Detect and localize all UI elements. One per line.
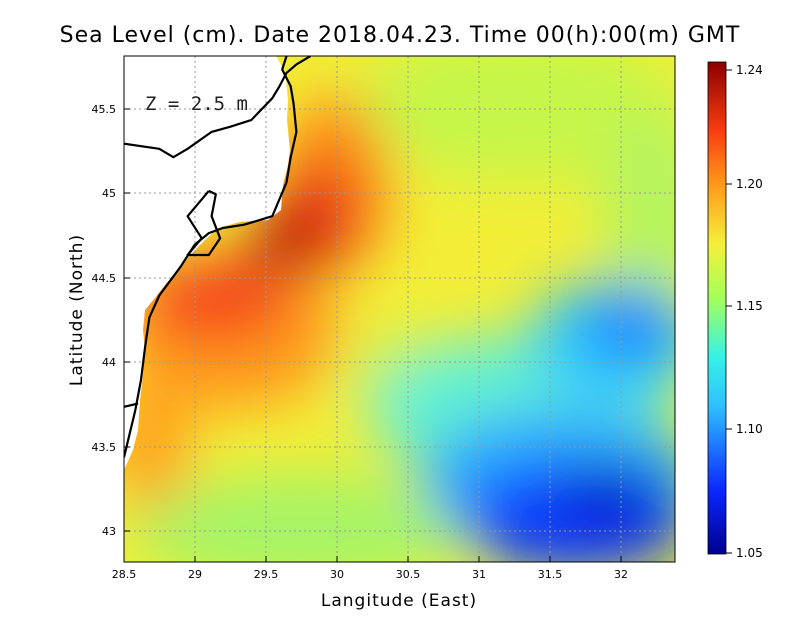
field-blob-east-blue xyxy=(585,287,675,363)
grid-lines xyxy=(124,56,675,562)
x-tick-label: 30 xyxy=(330,568,344,581)
x-tick-label: 31 xyxy=(472,568,486,581)
field-blob-darkred-core xyxy=(245,217,325,273)
field-blob-southwest-orange xyxy=(124,370,190,510)
field-blob-south-darkblue xyxy=(555,465,665,525)
coastline-segment xyxy=(124,402,139,408)
colorbar-label: 1.15 xyxy=(736,299,763,313)
x-tick-label: 29 xyxy=(188,568,202,581)
coastline-segment xyxy=(124,56,312,159)
x-axis-label: Langitude (East) xyxy=(321,591,477,611)
colorbar-label: 1.10 xyxy=(736,422,763,436)
y-tick-label: 44 xyxy=(102,356,116,369)
colorbar: 1.05 1.10 1.15 1.20 1.24 xyxy=(707,61,763,560)
coastline-segment xyxy=(186,189,222,257)
field-blob-north-yellowgreen xyxy=(360,56,675,180)
y-tick-label: 44.5 xyxy=(92,272,117,285)
colorbar-label: 1.24 xyxy=(736,63,763,77)
figure-title: Sea Level (cm). Date 2018.04.23. Time 00… xyxy=(60,23,741,48)
y-axis-label: Latitude (North) xyxy=(67,234,87,386)
x-tick-labels: 28.5 29 29.5 30 30.5 31 31.5 32 xyxy=(112,568,628,581)
colorbar-label: 1.20 xyxy=(736,177,763,191)
y-tick-labels: 43 43.5 44 44.5 45 45.5 xyxy=(92,103,117,538)
y-tick-label: 45 xyxy=(102,187,116,200)
plot-frame xyxy=(123,55,676,563)
x-tick-label: 29.5 xyxy=(254,568,279,581)
x-tick-label: 28.5 xyxy=(112,568,137,581)
coastline xyxy=(124,56,312,458)
field-blob-east-green xyxy=(600,110,675,300)
land-mask xyxy=(124,56,290,470)
field-blob-south-green xyxy=(130,475,470,562)
y-tick-label: 43.5 xyxy=(92,441,117,454)
depth-annotation: Z = 2.5 m xyxy=(145,93,248,115)
map-plot-area: Z = 2.5 m 28.5 29 29.5 30 30.5 31 xyxy=(67,55,676,611)
y-tick-label: 43 xyxy=(102,525,116,538)
colorbar-label: 1.05 xyxy=(736,546,763,560)
x-tick-marks xyxy=(194,556,622,562)
x-tick-label: 31.5 xyxy=(538,568,563,581)
y-tick-label: 45.5 xyxy=(92,103,117,116)
x-tick-label: 30.5 xyxy=(396,568,421,581)
field-blob-coast-red xyxy=(140,258,290,342)
colorbar-ramp xyxy=(707,61,727,555)
x-tick-label: 32 xyxy=(614,568,628,581)
coastline-segment xyxy=(124,56,298,458)
y-tick-marks xyxy=(124,108,130,532)
